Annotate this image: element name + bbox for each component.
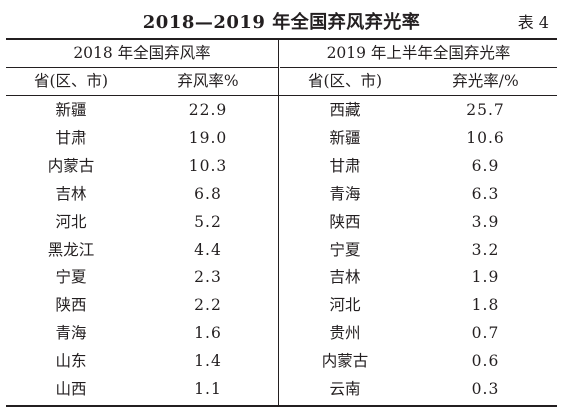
left-rate-cell: 5.2 — [194, 212, 222, 231]
left-rate-cell: 2.2 — [194, 296, 222, 315]
left-region-cell: 山东 — [55, 352, 87, 371]
left-region-cell: 陕西 — [55, 296, 87, 315]
left-rate-cell: 22.9 — [188, 101, 228, 119]
left-rate-cell: 1.4 — [194, 352, 222, 371]
left-rate-cell: 19.0 — [188, 128, 228, 147]
right-rate-cell: 6.9 — [471, 156, 500, 175]
table-title: 2018—2019 年全国弃风弃光率 — [142, 12, 421, 33]
right-col-rate-header: 弃光率/% — [452, 72, 519, 90]
right-rate-cell: 0.6 — [471, 352, 500, 371]
right-rate-cell: 6.3 — [471, 184, 500, 203]
right-region-cell: 云南 — [329, 380, 361, 398]
right-rate-cell: 3.2 — [471, 240, 500, 259]
right-region-cell: 青海 — [329, 184, 361, 203]
left-region-cell: 河北 — [55, 212, 87, 231]
left-col-region-header: 省(区、市) — [33, 72, 109, 90]
left-rate-cell: 6.8 — [194, 184, 222, 203]
right-region-cell: 宁夏 — [329, 240, 361, 259]
table-number: 表 4 — [517, 13, 549, 32]
left-region-cell: 黑龙江 — [47, 240, 95, 259]
left-region-cell: 内蒙古 — [47, 156, 95, 175]
right-rate-cell: 3.9 — [471, 212, 500, 231]
left-rate-cell: 4.4 — [194, 240, 222, 259]
left-region-cell: 宁夏 — [55, 268, 87, 287]
left-rate-cell: 1.6 — [194, 324, 222, 343]
right-region-cell: 甘肃 — [329, 156, 361, 175]
right-rate-cell: 0.7 — [471, 324, 500, 343]
right-rate-cell: 10.6 — [466, 128, 505, 147]
right-group-rule — [280, 67, 557, 68]
right-rate-cell: 1.9 — [471, 268, 500, 287]
header-bottom-rule — [6, 95, 557, 96]
left-region-cell: 青海 — [55, 324, 87, 343]
table-bottom-rule — [6, 405, 557, 407]
left-region-cell: 新疆 — [55, 101, 87, 119]
right-region-cell: 西藏 — [329, 101, 361, 119]
left-rate-cell: 10.3 — [188, 156, 228, 175]
left-region-cell: 山西 — [55, 380, 87, 398]
left-region-cell: 甘肃 — [55, 128, 87, 147]
right-region-cell: 内蒙古 — [321, 352, 369, 371]
left-rate-cell: 2.3 — [194, 268, 222, 287]
right-col-region-header: 省(区、市) — [307, 72, 383, 90]
left-group-rule — [6, 67, 278, 68]
right-region-cell: 贵州 — [329, 324, 361, 343]
table-center-divider — [278, 39, 279, 405]
left-col-rate-header: 弃风率% — [177, 72, 239, 90]
right-rate-cell: 1.8 — [471, 296, 500, 315]
right-group-header: 2019 年上半年全国弃光率 — [326, 44, 511, 62]
right-region-cell: 陕西 — [329, 212, 361, 231]
left-region-cell: 吉林 — [55, 184, 87, 203]
table-top-rule — [6, 38, 557, 40]
left-rate-cell: 1.1 — [194, 380, 222, 398]
right-region-cell: 新疆 — [329, 128, 361, 147]
right-rate-cell: 25.7 — [466, 101, 505, 119]
right-rate-cell: 0.3 — [471, 380, 500, 398]
right-region-cell: 吉林 — [329, 268, 361, 287]
left-group-header: 2018 年全国弃风率 — [73, 44, 211, 62]
right-region-cell: 河北 — [329, 296, 361, 315]
